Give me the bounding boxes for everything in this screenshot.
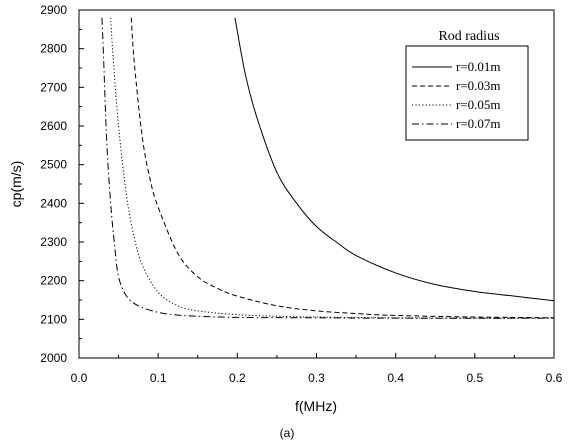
y-tick-label: 2200 xyxy=(40,274,67,288)
y-tick-label: 2400 xyxy=(40,196,67,210)
y-tick-label: 2800 xyxy=(40,42,67,56)
x-axis-label: f(MHz) xyxy=(295,398,337,414)
series-layer xyxy=(101,17,555,319)
legend-title: Rod radius xyxy=(438,29,499,44)
y-axis-label: cp(m/s) xyxy=(8,161,24,208)
y-tick-label: 2300 xyxy=(40,235,67,249)
y-tick-label: 2600 xyxy=(40,119,67,133)
legend-label: r=0.01m xyxy=(456,59,501,74)
x-tick-label: 0.2 xyxy=(229,371,246,385)
y-tick-label: 2900 xyxy=(40,3,67,17)
series-line-r-0-05m xyxy=(110,17,555,319)
x-tick-label: 0.3 xyxy=(308,371,325,385)
y-tick-label: 2100 xyxy=(40,312,67,326)
tick-layer: 0.0 0.1 0.2 0.3 0.4 0.5 0.6 2000 2100 2200 2300 240… xyxy=(40,3,562,385)
y-tick-label: 2000 xyxy=(40,351,67,365)
legend-label: r=0.07m xyxy=(456,116,501,131)
figure-caption: (a) xyxy=(280,426,295,440)
legend-label: r=0.05m xyxy=(456,97,501,112)
series-line-r-0-03m xyxy=(130,17,555,319)
x-tick-label: 0.4 xyxy=(387,371,404,385)
legend-label: r=0.03m xyxy=(456,78,501,93)
legend: Rod radius r=0.01m r=0.03m r=0.05m r=0.07m xyxy=(405,29,529,141)
y-tick-label: 2700 xyxy=(40,80,67,94)
x-tick-label: 0.0 xyxy=(71,371,88,385)
x-tick-label: 0.1 xyxy=(150,371,167,385)
legend-box xyxy=(405,45,529,141)
y-tick-label: 2500 xyxy=(40,158,67,172)
x-tick-label: 0.5 xyxy=(466,371,483,385)
series-line-r-0-01m xyxy=(234,17,555,302)
legend-entries: r=0.01m r=0.03m r=0.05m r=0.07m xyxy=(412,59,501,131)
x-tick-label: 0.6 xyxy=(546,371,563,385)
plot-area: 0.0 0.1 0.2 0.3 0.4 0.5 0.6 2000 2100 2200 2300 240… xyxy=(40,3,562,385)
series-line-r-0-07m xyxy=(101,17,555,319)
